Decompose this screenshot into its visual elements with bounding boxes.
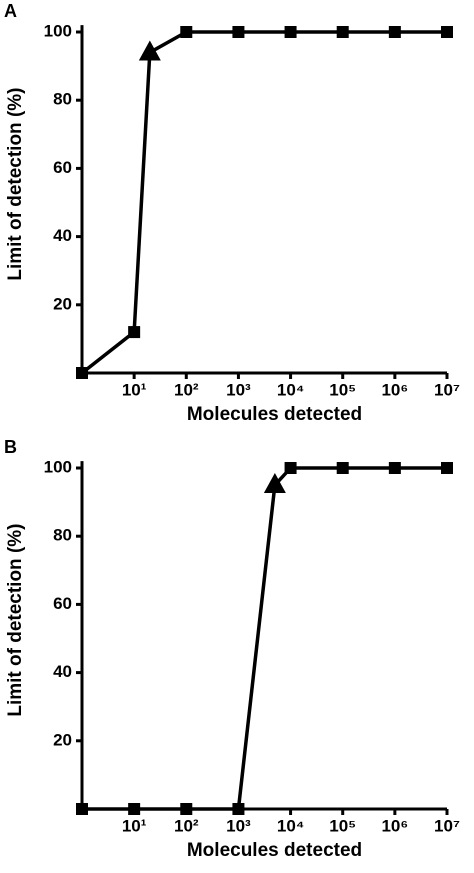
x-axis-title: Molecules detected: [187, 840, 362, 861]
square-marker: [284, 462, 297, 474]
x-tick-label: 10⁶: [381, 816, 408, 835]
square-marker: [388, 462, 401, 474]
x-tick-label: 10⁴: [277, 380, 304, 399]
y-axis-title: Limit of detection (%): [5, 88, 26, 281]
y-tick-label: 20: [53, 294, 72, 313]
y-tick-label: 80: [53, 526, 72, 545]
panel-label: B: [4, 437, 17, 457]
square-marker: [284, 26, 297, 38]
square-marker: [128, 803, 141, 815]
x-tick-label: 10⁶: [381, 380, 408, 399]
x-tick-label: 10⁷: [434, 816, 460, 835]
square-marker: [232, 803, 245, 815]
y-tick-label: 40: [53, 662, 72, 681]
x-tick-label: 10⁵: [329, 816, 356, 835]
x-tick-label: 10⁷: [434, 380, 460, 399]
x-tick-label: 10³: [226, 816, 251, 835]
data-line: [82, 466, 447, 811]
data-line: [80, 30, 447, 375]
y-tick-label: 100: [44, 457, 72, 476]
square-marker: [180, 26, 193, 38]
x-tick-label: 10²: [174, 816, 199, 835]
square-marker: [441, 462, 453, 474]
square-marker: [336, 26, 349, 38]
x-tick-label: 10⁵: [329, 380, 356, 399]
square-marker: [76, 367, 88, 379]
triangle-marker: [138, 40, 161, 61]
square-marker: [232, 26, 245, 38]
square-marker: [180, 803, 193, 815]
square-marker: [336, 462, 349, 474]
x-tick-label: 10¹: [122, 816, 147, 835]
y-tick-label: 80: [53, 90, 72, 109]
x-axis-title: Molecules detected: [187, 404, 362, 425]
x-tick-label: 10⁴: [277, 816, 304, 835]
y-axis-title: Limit of detection (%): [5, 524, 26, 717]
x-tick-label: 10²: [174, 380, 199, 399]
y-tick-label: 100: [44, 21, 72, 40]
y-tick-label: 40: [53, 226, 72, 245]
x-tick-label: 10¹: [122, 380, 147, 399]
triangle-marker: [263, 473, 286, 494]
square-marker: [76, 803, 88, 815]
y-tick-label: 20: [53, 730, 72, 749]
y-tick-label: 60: [53, 158, 72, 177]
y-tick-label: 60: [53, 594, 72, 613]
x-tick-label: 10³: [226, 380, 251, 399]
square-marker: [441, 26, 453, 38]
panel-label: A: [4, 1, 17, 21]
square-marker: [388, 26, 401, 38]
square-marker: [128, 326, 141, 339]
